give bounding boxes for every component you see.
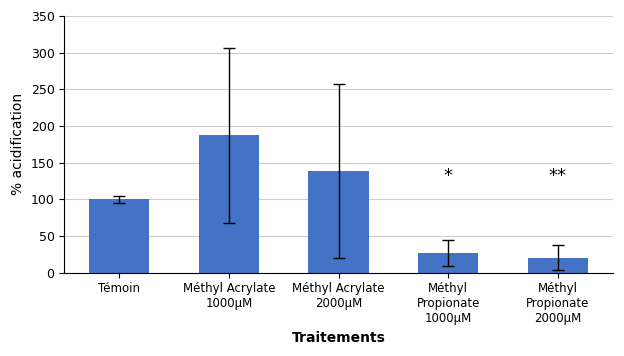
Bar — [528, 258, 588, 273]
Text: **: ** — [548, 167, 567, 185]
Bar — [89, 199, 150, 273]
Text: *: * — [444, 167, 452, 185]
X-axis label: Traitements: Traitements — [291, 331, 386, 345]
Y-axis label: % acidification: % acidification — [11, 93, 25, 195]
Bar — [199, 135, 259, 273]
Bar — [418, 253, 479, 273]
Bar — [308, 172, 369, 273]
